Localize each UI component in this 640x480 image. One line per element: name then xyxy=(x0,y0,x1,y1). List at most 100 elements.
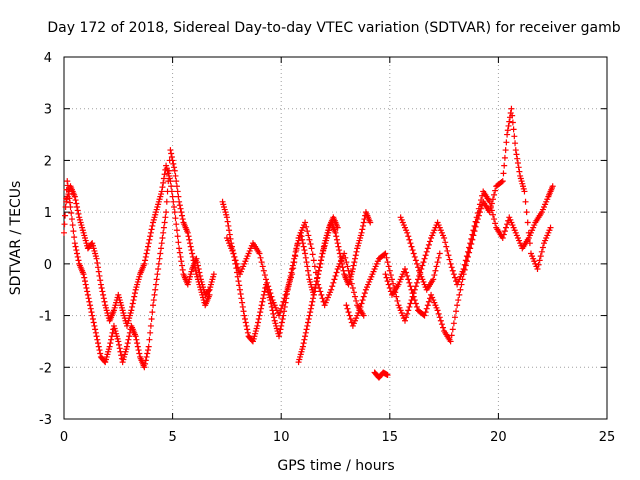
data-point xyxy=(505,122,512,129)
data-point xyxy=(178,258,185,265)
data-point xyxy=(345,309,352,316)
data-point xyxy=(72,197,79,204)
data-point xyxy=(258,302,265,309)
data-point xyxy=(449,326,456,333)
data-point xyxy=(279,302,286,309)
data-point xyxy=(302,254,309,261)
y-tick-label: 4 xyxy=(44,51,52,66)
data-point xyxy=(73,247,80,254)
data-point xyxy=(74,207,81,214)
series-trace-5 xyxy=(295,214,341,366)
data-point xyxy=(82,281,89,288)
data-point xyxy=(404,272,411,279)
data-point xyxy=(403,269,410,276)
data-point xyxy=(411,297,418,304)
data-point xyxy=(467,245,474,252)
data-point xyxy=(301,336,308,343)
data-point xyxy=(88,309,95,316)
data-point xyxy=(304,228,311,235)
data-point xyxy=(100,295,107,302)
data-point xyxy=(306,312,313,319)
data-point xyxy=(535,261,542,268)
data-point xyxy=(129,300,136,307)
data-point xyxy=(226,227,233,234)
data-point xyxy=(314,274,321,281)
data-point xyxy=(299,240,306,247)
data-point xyxy=(435,310,442,317)
data-point xyxy=(509,112,516,119)
data-point xyxy=(443,243,450,250)
data-point xyxy=(489,211,496,218)
data-point xyxy=(93,333,100,340)
data-point xyxy=(407,283,414,290)
data-point xyxy=(188,247,195,254)
data-point xyxy=(361,290,368,297)
data-point xyxy=(435,254,442,261)
data-point xyxy=(476,209,483,216)
data-point xyxy=(264,279,271,286)
data-point xyxy=(405,307,412,314)
series-trace-3 xyxy=(219,198,374,345)
data-point xyxy=(446,256,453,263)
data-point xyxy=(162,214,169,221)
data-point xyxy=(346,272,353,279)
data-point xyxy=(488,200,495,207)
data-point xyxy=(332,229,339,236)
data-point xyxy=(151,291,158,298)
data-point xyxy=(149,222,156,229)
data-point xyxy=(464,248,471,255)
data-point xyxy=(234,264,241,271)
data-point xyxy=(147,329,154,336)
data-point xyxy=(81,274,88,281)
data-point xyxy=(486,209,493,216)
data-point xyxy=(334,240,341,247)
data-point xyxy=(194,262,201,269)
data-point xyxy=(116,345,123,352)
data-point xyxy=(360,312,367,319)
data-point xyxy=(160,179,167,186)
data-point xyxy=(500,170,507,177)
data-point xyxy=(458,281,465,288)
data-point xyxy=(304,319,311,326)
data-point xyxy=(235,278,242,285)
data-point xyxy=(408,243,415,250)
data-point xyxy=(108,333,115,340)
data-point xyxy=(436,250,443,257)
data-point xyxy=(159,184,166,191)
data-point xyxy=(320,243,327,250)
data-point xyxy=(276,329,283,336)
data-point xyxy=(549,183,556,190)
data-point xyxy=(422,309,429,316)
data-point xyxy=(339,264,346,271)
data-point xyxy=(333,269,340,276)
data-point xyxy=(129,303,136,310)
data-point xyxy=(167,178,174,185)
data-point xyxy=(502,147,509,154)
x-tick-label: 20 xyxy=(490,430,507,445)
data-point xyxy=(172,215,179,222)
data-point xyxy=(96,347,103,354)
data-point xyxy=(230,250,237,257)
data-point xyxy=(449,267,456,274)
data-point xyxy=(402,266,409,273)
data-point xyxy=(174,233,181,240)
data-point xyxy=(67,203,74,210)
data-point xyxy=(225,222,232,229)
data-point xyxy=(430,276,437,283)
data-point xyxy=(260,291,267,298)
data-point xyxy=(526,240,533,247)
data-point xyxy=(384,372,391,379)
data-point xyxy=(257,305,264,312)
data-point xyxy=(466,249,473,256)
data-point xyxy=(394,297,401,304)
data-point xyxy=(431,272,438,279)
data-point xyxy=(509,119,516,126)
data-point xyxy=(158,188,165,195)
data-point xyxy=(84,288,91,295)
data-point xyxy=(425,298,432,305)
plot-frame xyxy=(63,56,608,420)
data-point xyxy=(539,244,546,251)
data-point xyxy=(508,105,515,112)
data-point xyxy=(499,235,506,241)
data-point xyxy=(128,307,135,314)
